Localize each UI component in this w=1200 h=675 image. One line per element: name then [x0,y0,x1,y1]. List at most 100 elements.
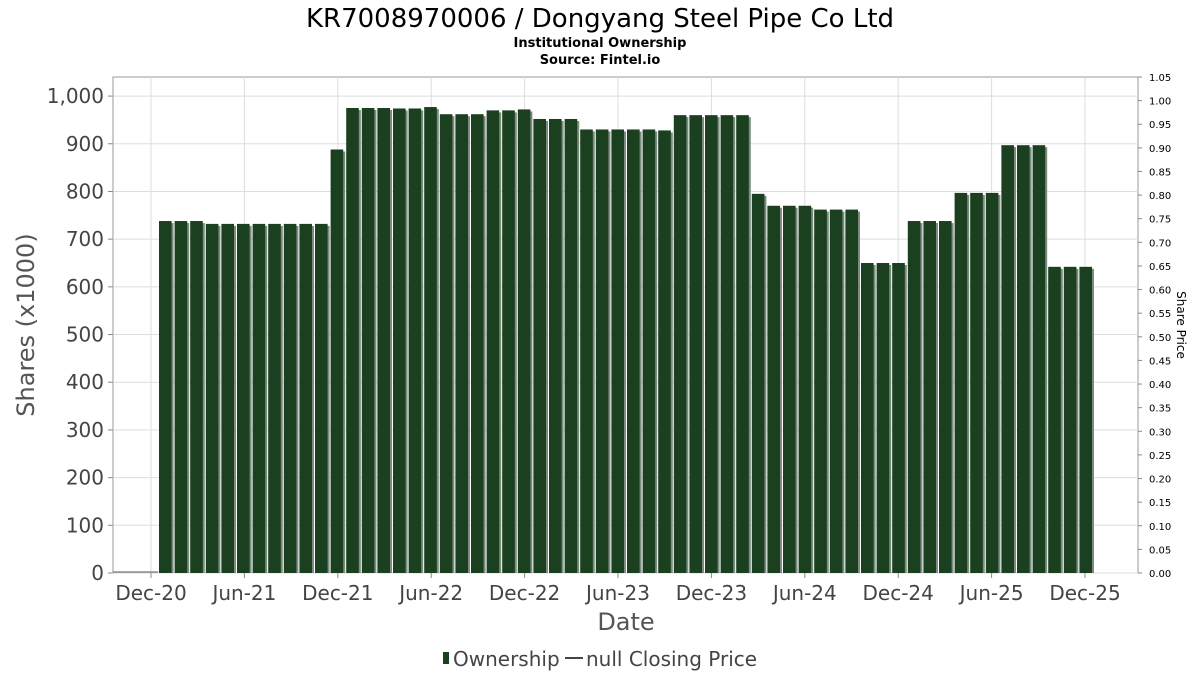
ownership-bar [502,110,515,573]
ownership-bar [736,115,749,574]
ownership-bar [861,263,874,573]
ownership-bar [174,221,188,573]
ownership-bar [268,223,281,573]
ownership-bar [315,223,328,573]
ownership-bar [486,110,500,573]
chart-title: KR7008970006 / Dongyang Steel Pipe Co Lt… [306,4,894,34]
ownership-bar [190,221,203,573]
ownership-bar [673,115,687,574]
chart-subtitle: Institutional Ownership [514,36,687,51]
x-tick-label: Jun-22 [397,581,463,605]
right-tick-label: 0.30 [1149,427,1171,438]
ownership-bar [330,149,344,573]
legend: Ownership null Closing Price [443,647,757,671]
left-tick-label: 1,000 [47,84,104,108]
ownership-bar [252,223,266,573]
right-tick-label: 0.75 [1149,215,1171,226]
x-tick-label: Dec-20 [115,581,186,605]
ownership-bar [907,221,921,573]
chart-source: Source: Fintel.io [540,53,661,68]
ownership-bar [1079,266,1092,573]
right-tick-label: 0.65 [1149,262,1171,273]
ownership-bar [642,129,656,573]
ownership-bar [377,108,390,573]
ownership-bar [783,205,796,573]
right-tick-label: 0.10 [1149,522,1171,533]
ownership-bar [689,115,702,574]
ownership-bar [346,108,359,573]
right-tick-label: 0.20 [1149,475,1171,486]
left-tick-label: 200 [66,466,104,490]
ownership-bar [424,107,437,574]
ownership-bar [580,129,593,573]
right-tick-label: 1.05 [1149,73,1171,84]
right-tick-label: 0.90 [1149,144,1171,155]
left-tick-label: 400 [66,370,104,394]
right-tick-label: 0.40 [1149,380,1171,391]
right-tick-label: 0.70 [1149,238,1171,249]
ownership-bar [985,192,999,573]
left-tick-label: 900 [66,132,104,156]
right-axis-ticks: 0.00 0.05 0.10 0.15 0.20 0.25 0.30 0.35 0.40 0.45… [1138,73,1171,580]
ownership-bar [595,129,609,573]
ownership-bar [767,205,780,573]
x-tick-label: Dec-21 [302,581,373,605]
ownership-bar [1063,266,1077,573]
right-tick-label: 0.25 [1149,451,1171,462]
ownership-bar [455,114,468,573]
ownership-bar [954,192,968,573]
right-tick-label: 0.00 [1149,569,1171,580]
right-tick-label: 1.00 [1149,97,1171,108]
x-axis-ticks: Dec-20 Jun-21 Dec-21 Jun-22 Dec-22 Jun-23 Dec-… [115,573,1121,605]
ownership-bar [627,129,640,573]
right-tick-label: 0.05 [1149,545,1171,556]
ownership-bar [205,223,219,573]
legend-price-label: null Closing Price [586,647,757,671]
left-tick-label: 500 [66,323,104,347]
right-tick-label: 0.60 [1149,286,1171,297]
ownership-bar [533,118,546,573]
ownership-bar [845,209,858,574]
x-tick-label: Dec-23 [676,581,747,605]
ownership-bar [221,223,234,573]
y-axis-label: Shares (x1000) [12,233,40,416]
ownership-bar [705,115,718,574]
ownership-bar [798,205,812,573]
ownership-bar [1001,145,1014,573]
left-tick-label: 600 [66,275,104,299]
right-tick-label: 0.50 [1149,333,1171,344]
ownership-bar [159,221,172,573]
right-tick-label: 0.45 [1149,356,1171,367]
ownership-bar [1032,145,1046,573]
ownership-bar [923,221,936,573]
ownership-bar [549,118,562,573]
ownership-bar [611,129,624,573]
x-tick-label: Jun-25 [958,581,1024,605]
ownership-bar [970,192,983,573]
left-tick-label: 300 [66,418,104,442]
x-tick-label: Jun-23 [584,581,650,605]
ownership-bar [439,114,453,573]
y-axis-right-label: Share Price [1174,291,1188,359]
ownership-bar [237,223,250,573]
ownership-bar [408,108,422,573]
legend-ownership-label: Ownership [453,647,560,671]
ownership-bar [814,209,827,574]
right-tick-label: 0.35 [1149,404,1171,415]
ownership-bar [892,263,905,573]
ownership-bar [720,115,734,574]
ownership-bar [829,209,843,574]
x-tick-label: Jun-21 [210,581,276,605]
x-tick-label: Dec-22 [489,581,560,605]
x-tick-label: Jun-24 [771,581,837,605]
right-tick-label: 0.95 [1149,120,1171,131]
ownership-bar [361,108,375,573]
right-tick-label: 0.85 [1149,167,1171,178]
ownership-bar [876,263,890,573]
left-tick-label: 800 [66,179,104,203]
left-tick-label: 0 [91,561,104,585]
x-tick-label: Dec-25 [1049,581,1120,605]
ownership-bar [517,109,531,573]
ownership-bar [658,130,671,573]
